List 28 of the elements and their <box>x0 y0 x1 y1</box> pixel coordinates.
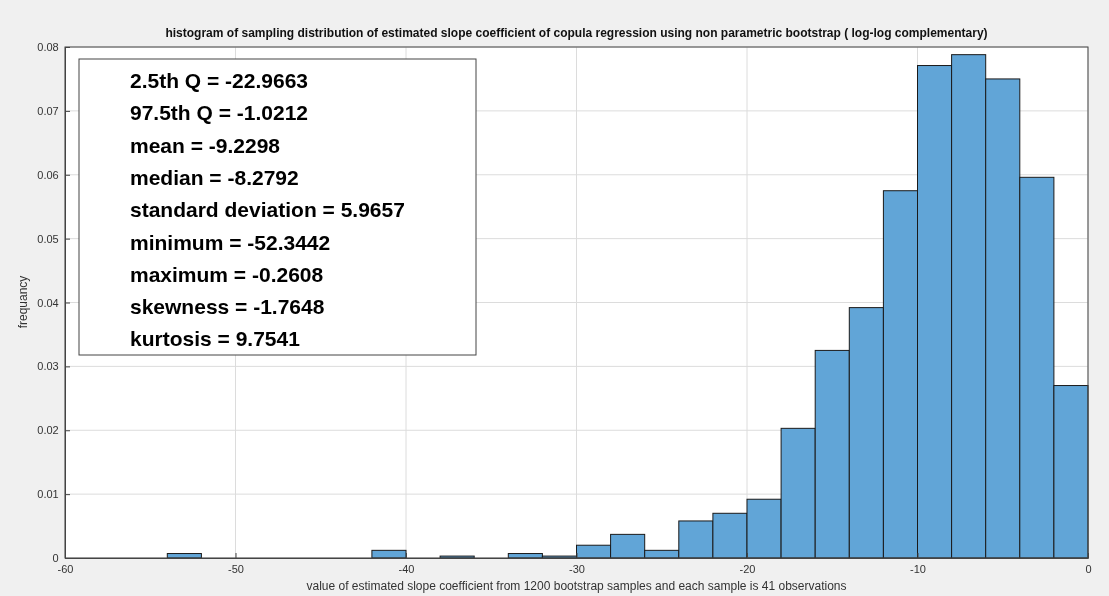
annotation: minimum = -52.3442 <box>130 230 331 254</box>
annotation: 97.5th Q = -1.0212 <box>130 101 309 125</box>
y-tick-label: 0.08 <box>37 41 59 54</box>
annotation: skewness = -1.7648 <box>130 295 325 319</box>
annotation: 2.5th Q = -22.9663 <box>130 69 309 92</box>
annotation: maximum = -0.2608 <box>130 262 324 286</box>
y-tick-label: 0.04 <box>37 296 59 309</box>
x-tick-label: -20 <box>739 563 756 576</box>
y-tick-label: 0.06 <box>37 168 59 181</box>
x-tick-label: -30 <box>569 563 585 576</box>
y-tick-label: 0.02 <box>37 424 59 437</box>
annotation: median = -8.2792 <box>130 165 299 189</box>
annotation: mean = -9.2298 <box>130 133 281 157</box>
y-tick-label: 0 <box>52 552 59 565</box>
y-axis-title: frequancy <box>16 275 30 329</box>
annotation: kurtosis = 9.7541 <box>130 327 301 351</box>
y-tick-label: 0.07 <box>37 104 59 117</box>
chart-title: histogram of sampling distribution of estimated slope coefficient of copula regression using non parametric bootstrap ( log-log complementary) <box>165 26 988 40</box>
x-tick-label: 0 <box>1085 563 1092 576</box>
x-tick-label: -40 <box>398 563 415 576</box>
annotation: standard deviation = 5.9657 <box>130 198 405 222</box>
x-tick-label: -60 <box>57 563 74 576</box>
y-tick-label: 0.01 <box>37 488 59 501</box>
y-tick-label: 0.03 <box>37 360 59 373</box>
x-tick-label: -50 <box>228 563 244 576</box>
y-tick-label: 0.05 <box>37 232 59 245</box>
x-tick-label: -10 <box>910 563 926 576</box>
x-axis-title: value of estimated slope coefficient from 1200 bootstrap samples and each sample is 41 observations <box>306 579 847 593</box>
